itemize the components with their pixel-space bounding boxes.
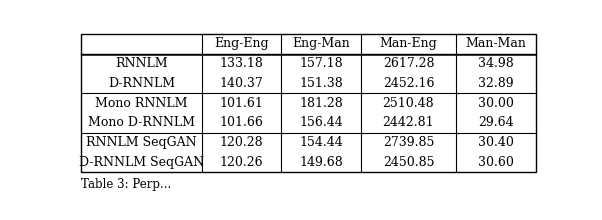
Text: 2452.16: 2452.16	[383, 77, 434, 90]
Text: 154.44: 154.44	[299, 136, 343, 149]
Text: 120.26: 120.26	[220, 156, 263, 169]
Text: 101.66: 101.66	[220, 116, 264, 129]
Text: 149.68: 149.68	[299, 156, 343, 169]
Text: Man-Man: Man-Man	[465, 37, 526, 50]
Text: Table 3: Perp...: Table 3: Perp...	[81, 178, 172, 191]
Text: 101.61: 101.61	[220, 97, 264, 110]
Text: 2617.28: 2617.28	[383, 57, 434, 70]
Text: 2442.81: 2442.81	[383, 116, 434, 129]
Text: Eng-Eng: Eng-Eng	[214, 37, 269, 50]
Text: 2739.85: 2739.85	[383, 136, 434, 149]
Text: 34.98: 34.98	[478, 57, 514, 70]
Text: 32.89: 32.89	[478, 77, 514, 90]
Text: 151.38: 151.38	[299, 77, 343, 90]
Text: Eng-Man: Eng-Man	[292, 37, 350, 50]
Bar	[81, 34, 536, 172]
Text: 30.60: 30.60	[478, 156, 514, 169]
Text: D-RNNLM SeqGAN: D-RNNLM SeqGAN	[79, 156, 204, 169]
Text: 30.00: 30.00	[478, 97, 514, 110]
Text: RNNLM: RNNLM	[115, 57, 168, 70]
Text: 30.40: 30.40	[478, 136, 514, 149]
Text: 120.28: 120.28	[220, 136, 263, 149]
Text: 2450.85: 2450.85	[383, 156, 434, 169]
Text: D-RNNLM: D-RNNLM	[108, 77, 175, 90]
Text: 29.64: 29.64	[478, 116, 514, 129]
Text: Man-Eng: Man-Eng	[380, 37, 438, 50]
Text: Mono D-RNNLM: Mono D-RNNLM	[88, 116, 195, 129]
Text: 140.37: 140.37	[220, 77, 263, 90]
Text: Mono RNNLM: Mono RNNLM	[95, 97, 188, 110]
Text: RNNLM SeqGAN: RNNLM SeqGAN	[86, 136, 197, 149]
Text: 156.44: 156.44	[299, 116, 343, 129]
Text: 2510.48: 2510.48	[383, 97, 434, 110]
Text: 181.28: 181.28	[299, 97, 343, 110]
Text: 157.18: 157.18	[299, 57, 343, 70]
Text: 133.18: 133.18	[220, 57, 264, 70]
